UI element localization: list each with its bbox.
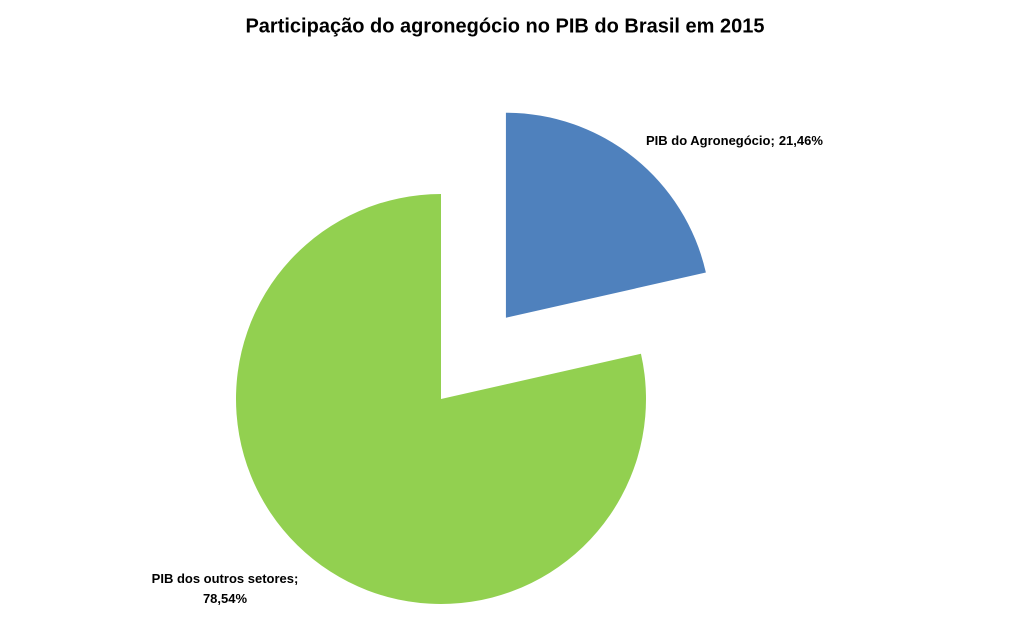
label-value: 78,54% bbox=[203, 591, 248, 606]
data-label: PIB do Agronegócio; 21,46% bbox=[646, 133, 823, 148]
label-separator: ; bbox=[770, 133, 774, 148]
chart-title: Participação do agronegócio no PIB do Br… bbox=[245, 15, 764, 37]
label-category: PIB do Agronegócio bbox=[646, 133, 771, 148]
label-category: PIB dos outros setores bbox=[152, 571, 294, 586]
data-label: PIB dos outros setores; 78,54% bbox=[152, 571, 299, 606]
label-value: 21,46% bbox=[779, 133, 824, 148]
pie-slice bbox=[505, 112, 706, 318]
pie-slice bbox=[235, 194, 646, 604]
label-separator: ; bbox=[294, 571, 298, 586]
